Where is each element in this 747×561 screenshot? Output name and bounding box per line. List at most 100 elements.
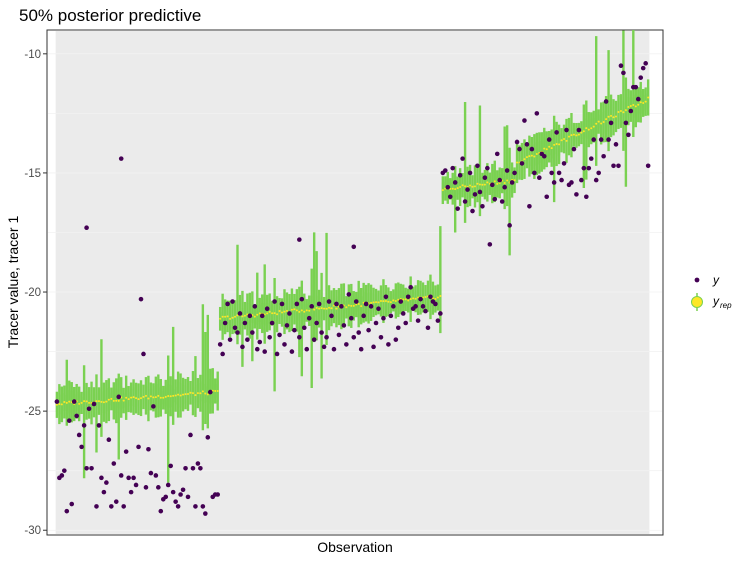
observed-point <box>259 313 265 319</box>
observed-point <box>514 139 520 145</box>
observed-point <box>447 194 453 200</box>
observed-point <box>178 492 183 497</box>
median-point <box>350 304 353 307</box>
observed-point <box>420 304 426 309</box>
observed-point <box>341 323 347 328</box>
median-point <box>330 307 333 310</box>
median-point <box>624 109 627 112</box>
median-point <box>191 392 194 395</box>
median-point <box>187 392 190 395</box>
median-point <box>471 185 474 188</box>
observed-point <box>64 508 70 514</box>
observed-point <box>358 346 364 352</box>
median-point <box>58 403 61 406</box>
observed-point <box>247 313 253 319</box>
median-point <box>392 299 395 302</box>
observed-point <box>146 446 151 452</box>
median-point <box>543 147 546 150</box>
median-point <box>293 308 296 311</box>
observed-point <box>556 170 562 176</box>
median-point <box>182 393 185 396</box>
median-point <box>600 122 603 125</box>
median-point <box>461 184 464 187</box>
y-tick-label: -10 <box>24 49 41 61</box>
observed-point <box>188 432 193 438</box>
median-point <box>273 312 276 315</box>
median-point <box>172 394 175 397</box>
observed-point <box>480 203 485 209</box>
observed-point <box>499 199 505 204</box>
median-point <box>590 127 593 130</box>
observed-point <box>264 306 270 312</box>
median-point <box>535 152 538 155</box>
observed-point <box>287 311 292 316</box>
observed-point <box>398 299 404 304</box>
observed-point <box>62 468 67 473</box>
median-point <box>189 391 192 394</box>
chart-title: 50% posterior predictive <box>19 6 201 25</box>
observed-point <box>472 192 478 197</box>
observed-point <box>71 399 77 404</box>
median-point <box>100 400 103 403</box>
observed-point <box>549 170 554 176</box>
median-point <box>102 401 105 404</box>
median-point <box>523 158 526 161</box>
median-point <box>117 399 120 402</box>
median-point <box>530 154 533 157</box>
observed-point <box>252 304 258 309</box>
median-point <box>199 392 202 395</box>
median-point <box>464 185 467 188</box>
observed-point <box>262 349 268 354</box>
median-point <box>605 118 608 121</box>
median-point <box>65 401 68 404</box>
legend-rep-label: y <box>712 294 720 308</box>
median-point <box>241 315 244 318</box>
median-point <box>63 400 66 403</box>
observed-point <box>388 313 394 319</box>
observed-point <box>250 330 255 335</box>
median-point <box>174 394 177 397</box>
median-point <box>533 155 536 158</box>
y-axis-ticks: -10 -15 -20 -25 -30 <box>24 49 47 537</box>
median-point <box>122 399 125 402</box>
median-point <box>219 317 222 320</box>
median-point <box>525 156 528 159</box>
observed-point <box>482 175 488 180</box>
observed-point <box>272 299 277 304</box>
median-point <box>83 400 86 403</box>
y-tick-label: -25 <box>24 406 41 418</box>
observed-point <box>603 99 609 104</box>
observed-point <box>356 330 362 335</box>
median-point <box>642 101 645 104</box>
observed-point <box>626 132 631 138</box>
median-point <box>614 115 617 118</box>
legend-observed-label: y <box>712 273 720 287</box>
observed-point <box>269 320 275 326</box>
observed-point <box>220 351 225 357</box>
median-point <box>196 392 199 395</box>
observed-point <box>621 70 626 76</box>
observed-point <box>403 320 409 326</box>
median-point <box>290 308 293 311</box>
observed-point <box>297 237 302 242</box>
median-point <box>216 390 219 393</box>
median-point <box>627 106 630 109</box>
observed-point <box>502 184 507 190</box>
median-point <box>577 133 580 136</box>
observed-point <box>386 342 391 347</box>
observed-point <box>289 349 295 354</box>
observed-point <box>183 466 188 471</box>
observed-point <box>267 334 272 340</box>
observed-point <box>74 413 79 419</box>
median-point <box>162 396 165 399</box>
observed-point <box>99 475 104 481</box>
median-point <box>95 400 98 403</box>
median-point <box>555 142 558 145</box>
observed-point <box>381 315 386 321</box>
median-point <box>404 298 407 301</box>
median-point <box>585 127 588 130</box>
observed-point <box>240 344 245 350</box>
observed-point <box>393 337 399 342</box>
median-point <box>567 135 570 138</box>
observed-point <box>584 194 589 200</box>
